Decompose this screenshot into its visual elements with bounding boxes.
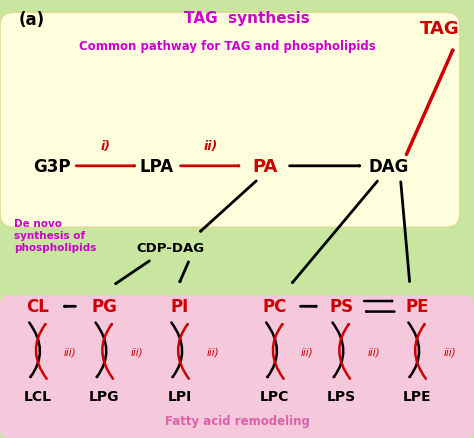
Text: PS: PS xyxy=(329,297,353,316)
Text: LCL: LCL xyxy=(24,389,52,403)
Text: PG: PG xyxy=(91,297,117,316)
Text: ii): ii) xyxy=(204,139,218,152)
Text: iii): iii) xyxy=(64,346,77,357)
Text: Fatty acid remodeling: Fatty acid remodeling xyxy=(164,414,310,427)
Text: PI: PI xyxy=(171,297,189,316)
Text: Common pathway for TAG and phospholipids: Common pathway for TAG and phospholipids xyxy=(79,39,376,53)
Text: CL: CL xyxy=(27,297,49,316)
Text: iii): iii) xyxy=(206,346,219,357)
Text: (a): (a) xyxy=(19,11,45,29)
Text: i): i) xyxy=(100,139,110,152)
Text: DAG: DAG xyxy=(368,157,409,176)
Text: CDP-DAG: CDP-DAG xyxy=(137,241,205,254)
Text: LPG: LPG xyxy=(89,389,119,403)
Text: LPI: LPI xyxy=(168,389,192,403)
Text: iii): iii) xyxy=(367,346,380,357)
Text: iii): iii) xyxy=(301,346,314,357)
Text: PC: PC xyxy=(263,297,287,316)
Text: iii): iii) xyxy=(130,346,143,357)
Text: LPC: LPC xyxy=(260,389,290,403)
Text: iii): iii) xyxy=(443,346,456,357)
Text: LPA: LPA xyxy=(139,157,173,176)
FancyBboxPatch shape xyxy=(0,13,460,228)
Text: PA: PA xyxy=(253,157,278,176)
FancyBboxPatch shape xyxy=(0,296,474,438)
Text: TAG  synthesis: TAG synthesis xyxy=(183,11,310,26)
Text: LPS: LPS xyxy=(327,389,356,403)
Text: TAG: TAG xyxy=(420,20,460,38)
Text: PE: PE xyxy=(405,297,429,316)
Text: G3P: G3P xyxy=(33,157,71,176)
Text: LPE: LPE xyxy=(403,389,431,403)
Text: De novo
synthesis of
phospholipids: De novo synthesis of phospholipids xyxy=(14,219,97,252)
